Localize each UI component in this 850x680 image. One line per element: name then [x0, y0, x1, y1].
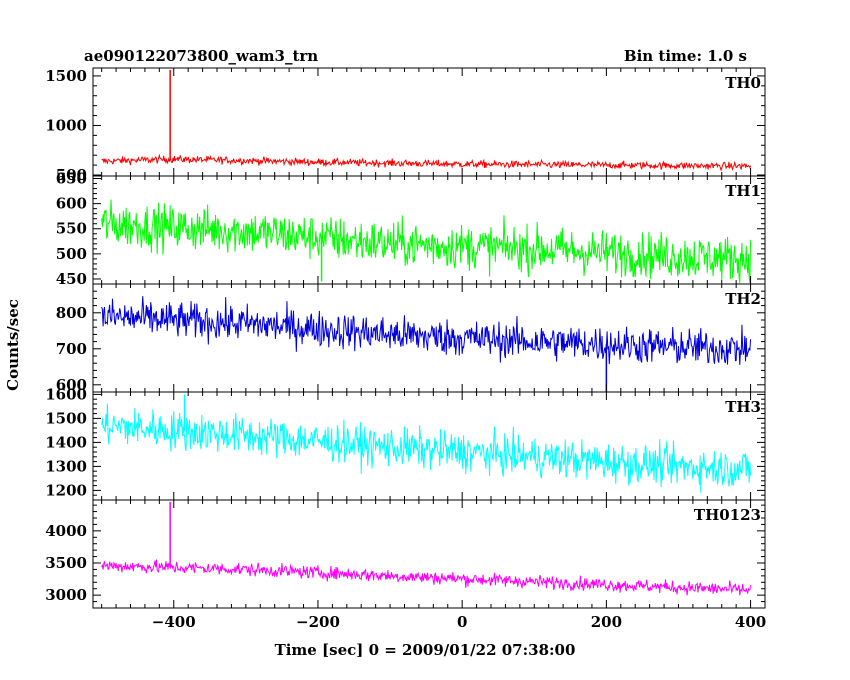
series-th0: [101, 153, 752, 172]
chart-title-left: ae090122073800_wam3_trn: [84, 47, 318, 65]
panel-label-th0: TH0: [725, 74, 761, 92]
x-tick-label: 200: [591, 613, 622, 631]
y-tick-label-th3: 1200: [45, 481, 87, 499]
series-th2: [101, 296, 752, 365]
y-axis-label: Counts/sec: [4, 299, 22, 391]
y-tick-label-th0: 500: [56, 166, 87, 184]
panel-frame-th3: [92, 391, 766, 501]
y-tick-label-th1: 550: [56, 220, 87, 238]
x-tick-label: 400: [735, 613, 766, 631]
y-tick-label-th0: 1000: [45, 116, 87, 134]
series-th3: [101, 403, 752, 493]
y-tick-label-th0: 1500: [45, 67, 87, 85]
x-tick-label: −200: [296, 613, 340, 631]
chart-title-right: Bin time: 1.0 s: [624, 47, 747, 65]
panel-label-th3: TH3: [725, 398, 761, 416]
x-tick-label: −400: [152, 613, 196, 631]
y-tick-label-th3: 1400: [45, 433, 87, 451]
y-tick-label-th3: 1600: [45, 385, 87, 403]
panel-frame-th2: [92, 283, 766, 393]
y-tick-label-th1: 450: [56, 270, 87, 288]
panel-label-th2: TH2: [725, 290, 761, 308]
panels-group: 500 1000 1500 TH0 450 500 550 600 650 TH1 600 700 80…: [45, 67, 766, 631]
y-tick-label-th1: 500: [56, 245, 87, 263]
y-tick-label-th1: 650: [56, 170, 87, 188]
y-tick-label-th3: 1300: [45, 457, 87, 475]
series-th0123: [101, 559, 752, 596]
panel-label-th1: TH1: [725, 182, 761, 200]
y-tick-label-th2: 600: [56, 376, 87, 394]
y-tick-label-th3: 1500: [45, 409, 87, 427]
panel-label-th0123: TH0123: [694, 506, 761, 524]
y-tick-label-th0123: 4000: [45, 522, 87, 540]
x-axis-label: Time [sec] 0 = 2009/01/22 07:38:00: [275, 641, 576, 659]
series-th1: [101, 199, 752, 284]
y-tick-label-th1: 600: [56, 195, 87, 213]
x-tick-label: 0: [457, 613, 467, 631]
y-tick-label-th0123: 3000: [45, 586, 87, 604]
y-tick-label-th0123: 3500: [45, 554, 87, 572]
panel-frame-th0123: [92, 499, 766, 609]
y-tick-label-th2: 800: [56, 304, 87, 322]
y-tick-label-th2: 700: [56, 340, 87, 358]
